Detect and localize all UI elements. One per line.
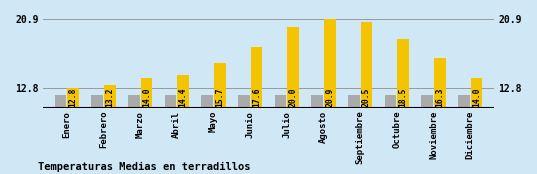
Text: 18.5: 18.5 xyxy=(398,88,408,107)
Text: 14.0: 14.0 xyxy=(472,88,481,107)
Text: 20.0: 20.0 xyxy=(288,88,297,107)
Bar xyxy=(275,95,286,108)
Bar xyxy=(311,95,323,108)
Text: 20.9: 20.9 xyxy=(325,88,334,107)
Bar xyxy=(67,88,79,108)
Text: 20.5: 20.5 xyxy=(362,88,371,107)
Bar xyxy=(470,78,482,108)
Bar xyxy=(384,95,396,108)
Bar xyxy=(324,19,336,108)
Bar xyxy=(128,95,140,108)
Bar xyxy=(251,47,262,108)
Text: 17.6: 17.6 xyxy=(252,88,261,107)
Bar xyxy=(397,39,409,108)
Bar xyxy=(141,78,153,108)
Bar xyxy=(104,85,115,108)
Bar xyxy=(360,22,372,108)
Bar xyxy=(238,95,250,108)
Text: 13.2: 13.2 xyxy=(105,88,114,107)
Bar xyxy=(55,95,67,108)
Bar xyxy=(348,95,360,108)
Bar xyxy=(422,95,433,108)
Bar xyxy=(214,63,226,108)
Text: 14.4: 14.4 xyxy=(178,88,187,107)
Bar xyxy=(287,27,299,108)
Bar xyxy=(201,95,213,108)
Text: 16.3: 16.3 xyxy=(436,88,444,107)
Bar xyxy=(177,74,189,108)
Bar xyxy=(434,58,446,108)
Text: 15.7: 15.7 xyxy=(215,88,224,107)
Text: Temperaturas Medias en terradillos: Temperaturas Medias en terradillos xyxy=(38,162,250,172)
Text: 14.0: 14.0 xyxy=(142,88,151,107)
Bar xyxy=(458,95,470,108)
Text: 12.8: 12.8 xyxy=(69,88,77,107)
Bar xyxy=(165,95,177,108)
Bar xyxy=(91,95,103,108)
